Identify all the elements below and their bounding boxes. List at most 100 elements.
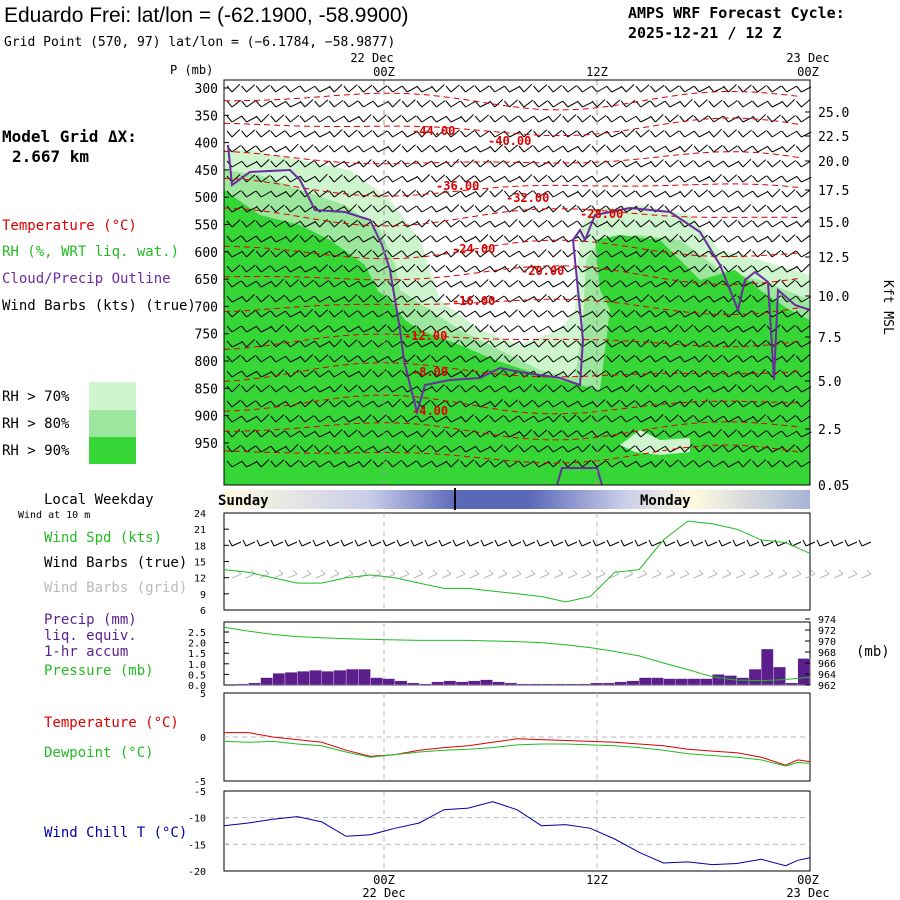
wind-barb: [416, 235, 431, 243]
wind-barb: [547, 175, 563, 183]
wind-barb: [650, 459, 664, 468]
panel-frame: [223, 790, 811, 872]
wind-barb: [460, 280, 476, 288]
precip-bar: [406, 682, 420, 686]
precip-bar: [419, 683, 432, 686]
pressure-tick-label: 300: [195, 82, 218, 97]
kft-tick-label: 22.5: [818, 130, 849, 145]
wind-barb: [270, 445, 286, 453]
wind-barb: [781, 295, 797, 303]
wind-barb: [518, 99, 534, 108]
wind-barb: [693, 354, 708, 363]
wind-barb: [416, 144, 431, 153]
precip-bar: [602, 682, 615, 686]
wind-barb: [752, 220, 767, 228]
wind-barb: [752, 355, 768, 363]
wind-barb: [328, 370, 344, 378]
wind-barb: [285, 279, 299, 288]
wind-barb: [591, 354, 606, 363]
wind-barb: [737, 355, 753, 363]
wind-barb: [474, 279, 489, 288]
temperature-contour-labels: -44.00 -40.00 -36.00 -32.00 -28.00 -24.00 -20.…: [404, 124, 623, 418]
wind-barb: [664, 114, 679, 123]
weekday-sunday: Sunday: [218, 493, 269, 509]
wind-barb: [255, 459, 270, 468]
wind-barb: [270, 414, 285, 423]
wind-barb: [474, 85, 490, 93]
grid-wind-barb: [819, 569, 830, 579]
wind-barb: [737, 204, 752, 213]
wind-barb: [241, 445, 256, 453]
wind-barb: [547, 339, 562, 348]
wind-barb: [606, 415, 622, 423]
wind-barb: [766, 234, 781, 243]
wind-barb: [460, 100, 476, 108]
wind-barb: [474, 250, 490, 258]
wind-barb: [635, 84, 650, 93]
wind-barb: [226, 264, 241, 273]
wind-barb: [708, 325, 724, 333]
wind-barb: [314, 399, 329, 408]
wind-barb: [796, 415, 811, 423]
wind-barb: [255, 445, 271, 453]
temperature-line: [224, 732, 811, 766]
wind-barb: [328, 384, 343, 393]
wind-barb: [358, 235, 374, 243]
wind-barb: [533, 280, 549, 288]
pressure-tick-label: 600: [195, 246, 218, 261]
wind-barb: [693, 430, 710, 438]
wind-barb: [620, 384, 635, 393]
wind-barb: [328, 115, 344, 123]
wind-barb: [226, 219, 241, 228]
wind-barb: [723, 250, 739, 258]
wind-barb: [401, 220, 418, 228]
wind-barb: [445, 429, 460, 438]
rh90-region: [224, 190, 810, 485]
top-date-right: 23 Dec: [786, 51, 829, 65]
wind-barb: [401, 160, 417, 168]
grid-wind-barb: [749, 569, 760, 579]
wind-barb: [372, 85, 388, 93]
wind-barb: [285, 310, 301, 318]
wind-barb: [518, 309, 533, 318]
true-wind-barb: [298, 539, 312, 547]
wind-barb: [591, 115, 607, 123]
wind-barb: [489, 234, 504, 243]
wind-barb: [445, 145, 461, 153]
pressure-tick-label: 966: [818, 659, 836, 670]
wind-barb: [693, 189, 708, 198]
panel-tick-label: 6: [200, 606, 206, 617]
wind-barb: [314, 340, 330, 348]
wind-barb: [226, 99, 242, 108]
wind-barb: [547, 145, 563, 153]
wind-barb: [460, 220, 475, 228]
wind-barb: [489, 399, 504, 408]
wind-barb: [796, 295, 812, 303]
wind-barb: [723, 429, 737, 438]
wind-barb: [474, 459, 490, 468]
wind-barb: [664, 295, 680, 303]
cloud-outline-base: [556, 467, 603, 486]
cross-section-panel: 300 350 400 450 500 550 600 650 700 750 800 850 900 9…: [195, 79, 849, 494]
wind-barb: [328, 280, 344, 288]
wind-barb: [343, 384, 358, 393]
wind-barb: [781, 324, 796, 333]
wind-barb: [416, 250, 432, 258]
grid-wind-barb: [553, 569, 564, 579]
temperature-contour: [223, 362, 801, 382]
wind-barb: [358, 368, 372, 378]
temperature-contour-label: -12.00: [404, 329, 447, 343]
wind-barb: [255, 265, 271, 273]
kft-tick-label: 12.5: [818, 251, 849, 266]
wind-barb: [358, 325, 374, 333]
wind-barb: [562, 430, 578, 438]
grid-wind-barb: [497, 569, 508, 579]
wind-barb: [737, 384, 752, 393]
wind-barb: [620, 160, 637, 168]
precip-tick-label: 0.0: [188, 681, 206, 692]
wind-barb: [620, 280, 636, 288]
true-wind-barb: [578, 539, 592, 547]
wind-barb: [328, 460, 345, 468]
wind-barb: [460, 294, 475, 303]
wind-barb: [796, 385, 812, 393]
